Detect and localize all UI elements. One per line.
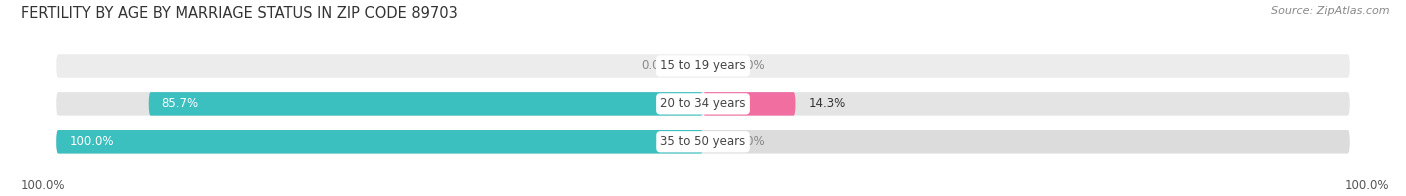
Text: FERTILITY BY AGE BY MARRIAGE STATUS IN ZIP CODE 89703: FERTILITY BY AGE BY MARRIAGE STATUS IN Z… — [21, 6, 458, 21]
FancyBboxPatch shape — [56, 130, 1350, 153]
Text: 0.0%: 0.0% — [641, 60, 671, 73]
Text: 0.0%: 0.0% — [735, 60, 765, 73]
Text: 14.3%: 14.3% — [808, 97, 845, 110]
FancyBboxPatch shape — [703, 92, 796, 116]
Text: 35 to 50 years: 35 to 50 years — [661, 135, 745, 148]
Text: 0.0%: 0.0% — [735, 135, 765, 148]
Text: 85.7%: 85.7% — [162, 97, 198, 110]
Text: 15 to 19 years: 15 to 19 years — [661, 60, 745, 73]
Text: 20 to 34 years: 20 to 34 years — [661, 97, 745, 110]
FancyBboxPatch shape — [56, 54, 1350, 78]
Text: 100.0%: 100.0% — [21, 179, 66, 192]
Text: 100.0%: 100.0% — [69, 135, 114, 148]
Text: 100.0%: 100.0% — [1344, 179, 1389, 192]
FancyBboxPatch shape — [149, 92, 703, 116]
Text: Source: ZipAtlas.com: Source: ZipAtlas.com — [1271, 6, 1389, 16]
FancyBboxPatch shape — [56, 130, 703, 153]
FancyBboxPatch shape — [56, 92, 1350, 116]
